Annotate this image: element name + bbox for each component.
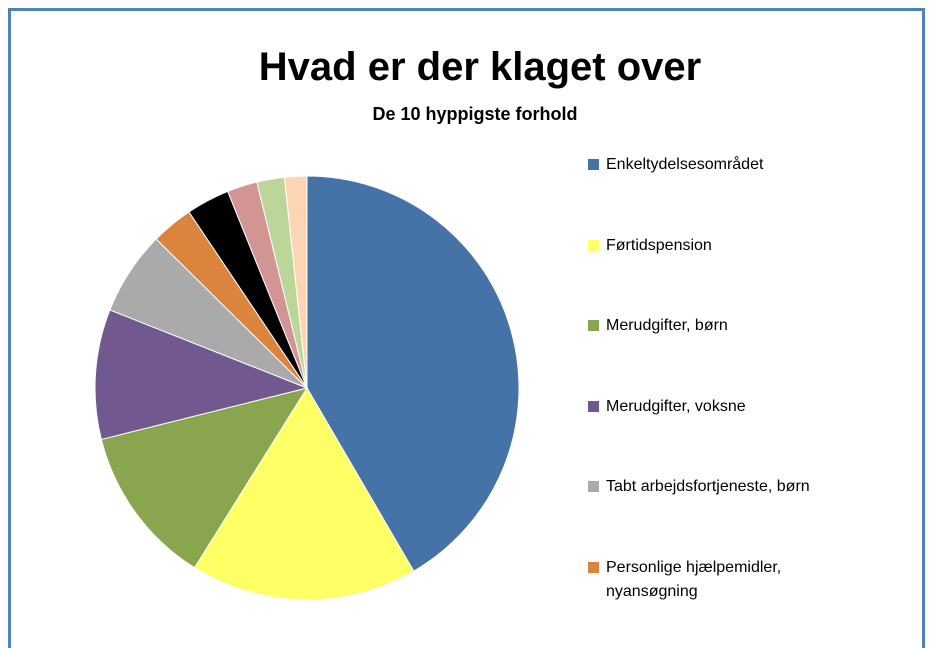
legend-swatch bbox=[588, 400, 599, 412]
legend-item: Tabt arbejdsfortjeneste, børn bbox=[588, 475, 848, 499]
pie-slice bbox=[94, 309, 309, 441]
chart-title: Hvad er der klaget over bbox=[259, 45, 701, 89]
pie-slice bbox=[306, 175, 520, 572]
legend-swatch bbox=[588, 239, 599, 251]
legend-swatch bbox=[588, 481, 599, 492]
legend-label: Førtidspension bbox=[606, 236, 712, 254]
legend-label: Enkeltydelsesområdet bbox=[606, 156, 764, 173]
pie-slice bbox=[193, 387, 415, 601]
legend-swatch bbox=[588, 320, 599, 331]
legend-swatch bbox=[588, 561, 599, 573]
chart-subtitle: De 10 hyppigste forhold bbox=[372, 104, 577, 124]
legend-label: Merudgifter, voksne bbox=[606, 397, 746, 415]
legend-item: Førtidspension bbox=[588, 234, 848, 258]
legend-label: Tabt arbejdsfortjeneste, børn bbox=[606, 478, 810, 495]
pie-slice bbox=[100, 387, 309, 569]
legend-item: Merudgifter, voksne bbox=[588, 395, 848, 419]
legend-label: Merudgifter, børn bbox=[606, 317, 728, 334]
legend-item: Enkeltydelsesområdet bbox=[588, 153, 848, 177]
chart-frame bbox=[8, 8, 925, 648]
pie-slice bbox=[283, 175, 308, 389]
legend-swatch bbox=[588, 159, 599, 170]
legend-item: Personlige hjælpemidler, nyansøgning bbox=[588, 556, 848, 604]
legend-item: Merudgifter, børn bbox=[588, 314, 848, 338]
legend-label: Personlige hjælpemidler, nyansøgning bbox=[606, 558, 782, 600]
